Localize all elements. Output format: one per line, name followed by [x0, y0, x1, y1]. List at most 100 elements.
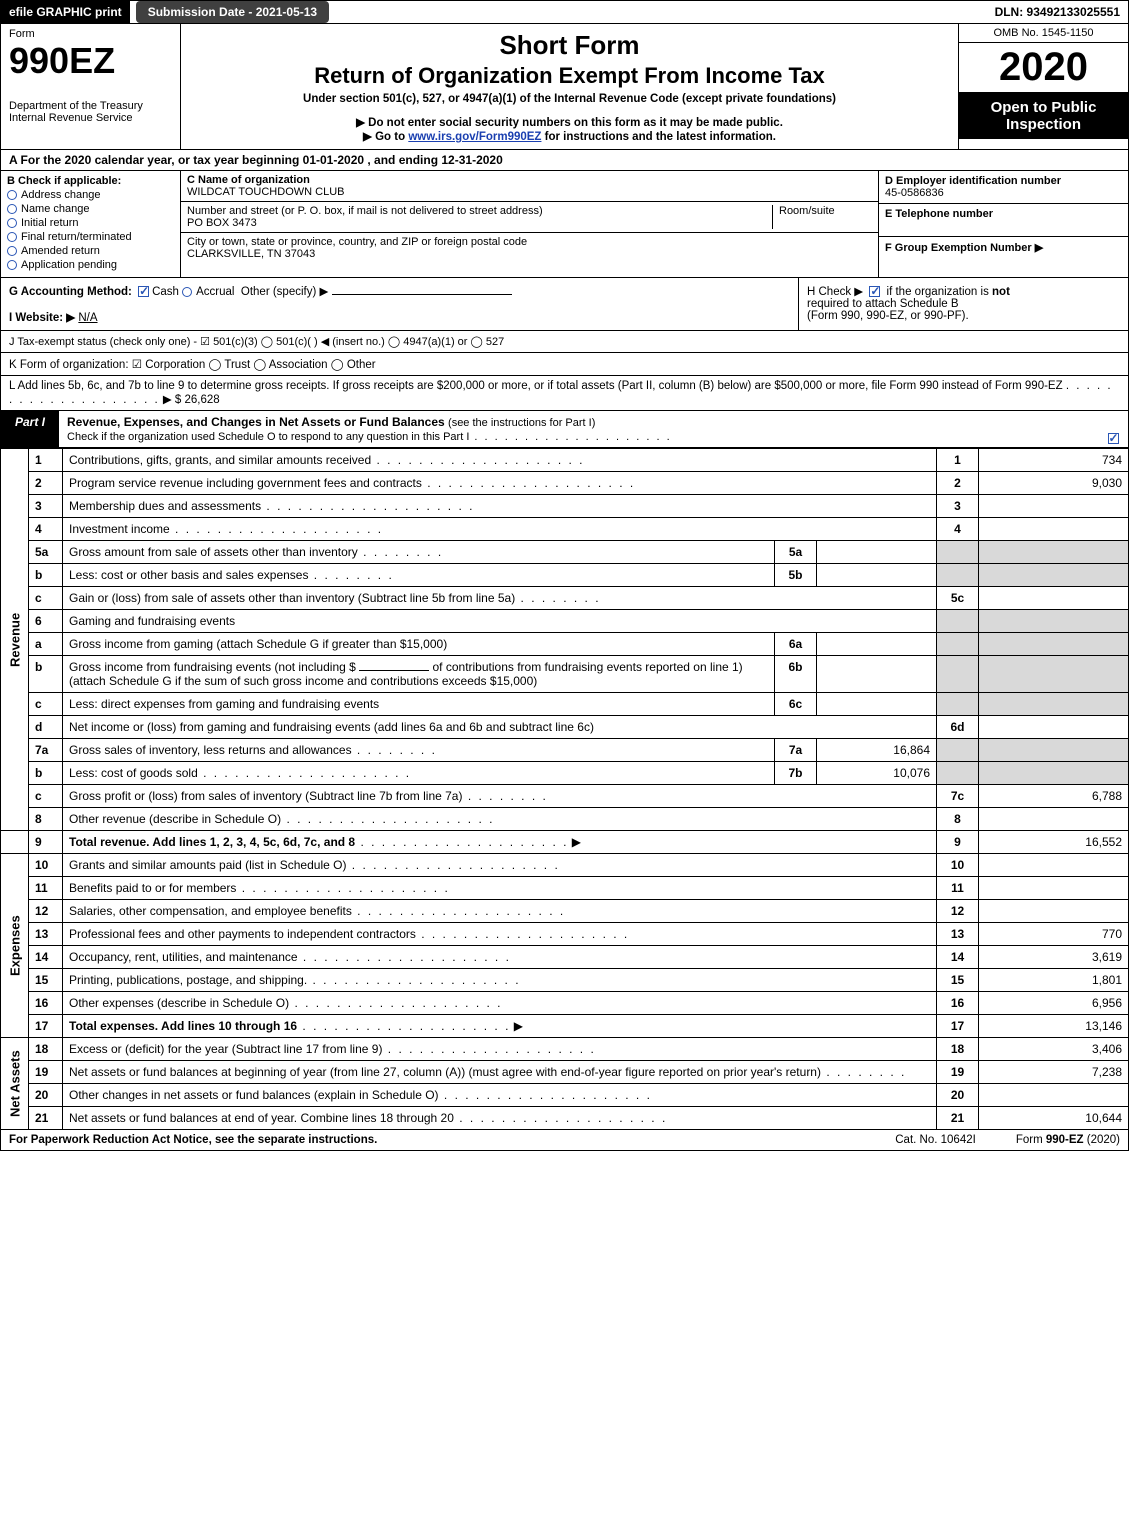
l10-desc: Grants and similar amounts paid (list in…: [63, 854, 937, 877]
l8-val: [979, 808, 1129, 831]
l19-val: 7,238: [979, 1061, 1129, 1084]
l17-desc: Total expenses. Add lines 10 through 16 …: [63, 1015, 937, 1038]
l9-desc: Total revenue. Add lines 1, 2, 3, 4, 5c,…: [63, 831, 937, 854]
l9-col: 9: [937, 831, 979, 854]
city-label: City or town, state or province, country…: [187, 236, 527, 248]
l9-num: 9: [29, 831, 63, 854]
l8-desc: Other revenue (describe in Schedule O): [63, 808, 937, 831]
l15-desc: Printing, publications, postage, and shi…: [63, 969, 937, 992]
irs-link[interactable]: www.irs.gov/Form990EZ: [408, 131, 541, 143]
h-mid: if the organization is: [887, 286, 992, 298]
chk-application-pending[interactable]: Application pending: [7, 259, 174, 271]
lbl-other: Other (specify) ▶: [241, 286, 328, 298]
note-goto-pre: ▶ Go to: [363, 131, 408, 143]
box-c: C Name of organization WILDCAT TOUCHDOWN…: [181, 171, 878, 277]
l14-val: 3,619: [979, 946, 1129, 969]
box-h: H Check ▶ if the organization is not req…: [798, 278, 1128, 330]
footer-paperwork: For Paperwork Reduction Act Notice, see …: [9, 1134, 377, 1146]
l5b-subval: [817, 564, 937, 587]
l12-desc: Salaries, other compensation, and employ…: [63, 900, 937, 923]
l15-num: 15: [29, 969, 63, 992]
l11-col: 11: [937, 877, 979, 900]
l2-num: 2: [29, 472, 63, 495]
chk-amended-return[interactable]: Amended return: [7, 245, 174, 257]
l20-desc: Other changes in net assets or fund bala…: [63, 1084, 937, 1107]
title-return: Return of Organization Exempt From Incom…: [191, 63, 948, 89]
website-value: N/A: [78, 312, 97, 324]
l6d-num: d: [29, 716, 63, 739]
l7c-col: 7c: [937, 785, 979, 808]
ein-value: 45-0586836: [885, 187, 944, 199]
l16-desc: Other expenses (describe in Schedule O): [63, 992, 937, 1015]
l7b-subcol: 7b: [775, 762, 817, 785]
part1-label: Part I: [1, 411, 59, 447]
l13-desc: Professional fees and other payments to …: [63, 923, 937, 946]
l5b-grey1: [937, 564, 979, 587]
chk-schedule-o[interactable]: [1108, 433, 1119, 444]
chk-schedule-b[interactable]: [869, 286, 880, 297]
l11-desc: Benefits paid to or for members: [63, 877, 937, 900]
l17-val: 13,146: [979, 1015, 1129, 1038]
g-label: G Accounting Method:: [9, 286, 132, 298]
l7c-num: c: [29, 785, 63, 808]
chk-name-change[interactable]: Name change: [7, 203, 174, 215]
l4-desc: Investment income: [63, 518, 937, 541]
l19-col: 19: [937, 1061, 979, 1084]
l4-num: 4: [29, 518, 63, 541]
group-exemption-label: F Group Exemption Number ▶: [885, 242, 1043, 254]
l18-num: 18: [29, 1038, 63, 1061]
part1-check-text: Check if the organization used Schedule …: [67, 431, 672, 443]
chk-accrual[interactable]: [182, 287, 192, 297]
ein-label: D Employer identification number: [885, 175, 1061, 187]
box-de: D Employer identification number 45-0586…: [878, 171, 1128, 277]
l6a-subval: [817, 633, 937, 656]
room-suite: Room/suite: [772, 205, 872, 229]
l18-desc: Excess or (deficit) for the year (Subtra…: [63, 1038, 937, 1061]
l6d-val: [979, 716, 1129, 739]
street-row: Number and street (or P. O. box, if mail…: [181, 202, 878, 233]
l12-val: [979, 900, 1129, 923]
line-a-taxyear: A For the 2020 calendar year, or tax yea…: [0, 150, 1129, 171]
l1-num: 1: [29, 449, 63, 472]
form-word: Form: [9, 28, 172, 40]
irs-label: Internal Revenue Service: [9, 112, 172, 124]
l5c-desc: Gain or (loss) from sale of assets other…: [63, 587, 937, 610]
l6-grey1: [937, 610, 979, 633]
l19-desc: Net assets or fund balances at beginning…: [63, 1061, 937, 1084]
chk-final-return[interactable]: Final return/terminated: [7, 231, 174, 243]
l4-col: 4: [937, 518, 979, 541]
l6c-num: c: [29, 693, 63, 716]
l1-col: 1: [937, 449, 979, 472]
l16-num: 16: [29, 992, 63, 1015]
line-l-text: L Add lines 5b, 6c, and 7b to line 9 to …: [9, 380, 1063, 392]
h-pre: H Check ▶: [807, 286, 866, 298]
l5b-subcol: 5b: [775, 564, 817, 587]
l1-val: 734: [979, 449, 1129, 472]
l17-num: 17: [29, 1015, 63, 1038]
l7b-desc: Less: cost of goods sold: [63, 762, 775, 785]
part1-header: Part I Revenue, Expenses, and Changes in…: [0, 411, 1129, 448]
l6d-col: 6d: [937, 716, 979, 739]
form-header: Form 990EZ Department of the Treasury In…: [0, 24, 1129, 150]
l6b-subval: [817, 656, 937, 693]
l5b-grey2: [979, 564, 1129, 587]
l6-desc: Gaming and fundraising events: [63, 610, 937, 633]
chk-address-change[interactable]: Address change: [7, 189, 174, 201]
l8-col: 8: [937, 808, 979, 831]
efile-label[interactable]: efile GRAPHIC print: [1, 1, 130, 23]
chk-cash[interactable]: [138, 286, 149, 297]
form-number: 990EZ: [9, 40, 172, 82]
l10-num: 10: [29, 854, 63, 877]
l14-col: 14: [937, 946, 979, 969]
chk-initial-return[interactable]: Initial return: [7, 217, 174, 229]
l1-desc: Contributions, gifts, grants, and simila…: [63, 449, 937, 472]
l14-desc: Occupancy, rent, utilities, and maintena…: [63, 946, 937, 969]
l16-val: 6,956: [979, 992, 1129, 1015]
lbl-accrual: Accrual: [196, 286, 234, 298]
note-goto: ▶ Go to www.irs.gov/Form990EZ for instru…: [191, 129, 948, 143]
l6c-subval: [817, 693, 937, 716]
l7a-grey1: [937, 739, 979, 762]
dln: DLN: 93492133025551: [987, 1, 1128, 23]
l6b-grey2: [979, 656, 1129, 693]
l6b-subcol: 6b: [775, 656, 817, 693]
